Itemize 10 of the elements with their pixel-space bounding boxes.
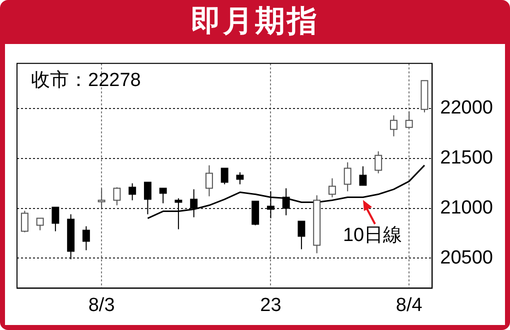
- x-tick-label: 23: [260, 294, 282, 316]
- y-tick-label: 22000: [440, 98, 494, 119]
- y-tick-label: 20500: [440, 247, 494, 268]
- chart-title: 即月期指: [190, 3, 320, 41]
- y-tick-label: 21500: [440, 148, 494, 169]
- annotation: 收市：22278: [31, 69, 141, 94]
- y-tick-label: 21000: [440, 198, 494, 219]
- x-tick-label: 8/3: [88, 294, 115, 316]
- series-label: 10日線: [342, 224, 402, 248]
- x-tick-label: 8/4: [396, 294, 423, 316]
